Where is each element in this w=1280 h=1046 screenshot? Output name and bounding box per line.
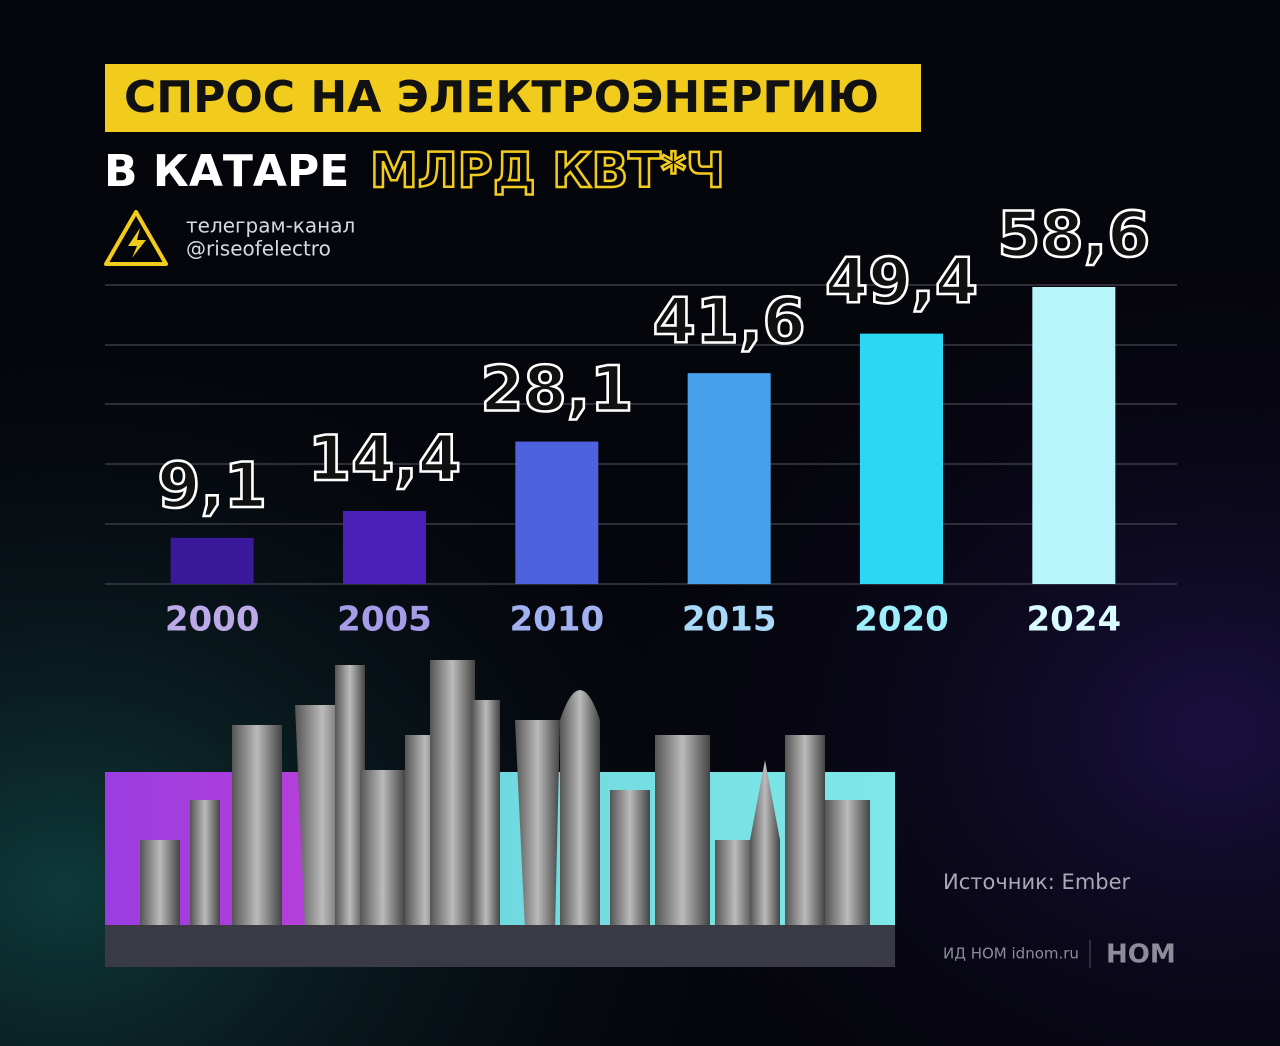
x-tick-label: 2000 bbox=[165, 600, 260, 640]
value-label: 49,4 bbox=[825, 245, 978, 318]
chart-title: СПРОС НА ЭЛЕКТРОЭНЕРГИЮ bbox=[124, 72, 879, 123]
publisher: ИД НОМ idnom.ru bbox=[943, 945, 1079, 963]
x-tick-label: 2020 bbox=[854, 600, 949, 640]
subtitle: В КАТАРЕ bbox=[104, 146, 349, 197]
bar bbox=[687, 373, 771, 584]
title-box bbox=[105, 64, 921, 132]
bar bbox=[1032, 287, 1116, 584]
value-label: 14,4 bbox=[308, 422, 461, 495]
x-tick-label: 2005 bbox=[337, 600, 432, 640]
value-label: 9,1 bbox=[157, 449, 267, 522]
x-tick-label: 2015 bbox=[682, 600, 777, 640]
value-label: 58,6 bbox=[997, 198, 1150, 271]
grid bbox=[105, 284, 1177, 585]
x-tick-label: 2010 bbox=[510, 600, 605, 640]
logo: НОМ bbox=[1106, 940, 1176, 970]
skyline bbox=[105, 660, 895, 967]
bar bbox=[170, 537, 254, 584]
icon bbox=[104, 210, 168, 266]
unit: МЛРД КВТ*Ч bbox=[370, 143, 725, 199]
channel-label: телеграм-канал bbox=[186, 214, 355, 238]
x-tick-label: 2024 bbox=[1027, 600, 1122, 640]
bar bbox=[515, 441, 599, 584]
channel-handle: @riseofelectro bbox=[186, 237, 331, 261]
icon bbox=[128, 228, 146, 258]
value-label: 28,1 bbox=[480, 353, 633, 426]
bar bbox=[860, 333, 943, 584]
value-label: 41,6 bbox=[653, 284, 806, 357]
bar bbox=[343, 511, 426, 584]
source: Источник: Ember bbox=[943, 870, 1131, 894]
